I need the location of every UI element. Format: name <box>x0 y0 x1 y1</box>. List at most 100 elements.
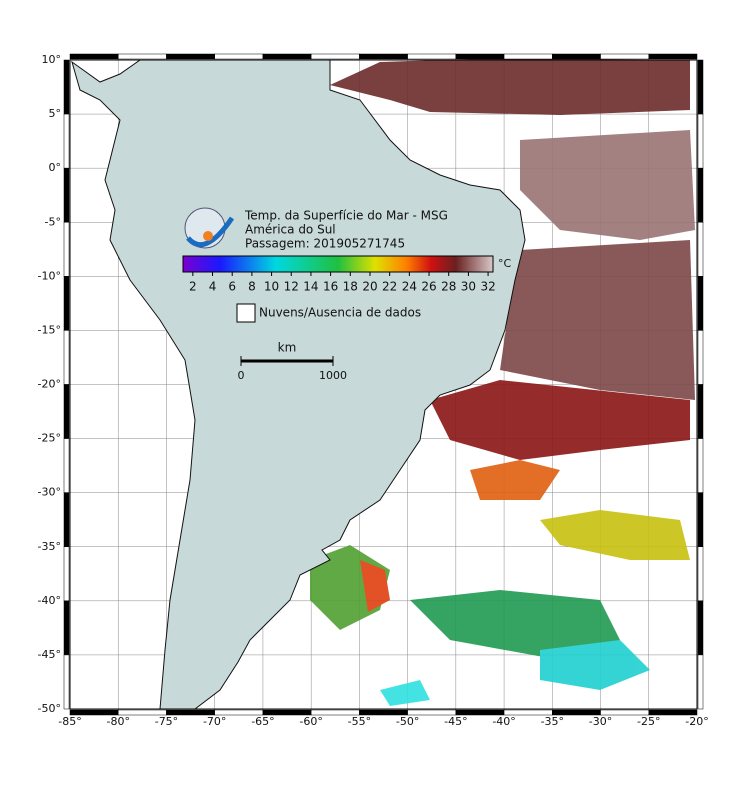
y-tick-label: -5° <box>45 215 61 228</box>
x-tick-label: -55° <box>348 715 371 728</box>
colorbar-tick-label: 18 <box>343 280 358 294</box>
legend-swatch <box>236 303 256 323</box>
colorbar-tick-label: 32 <box>480 280 495 294</box>
frame-segment <box>69 53 119 60</box>
x-tick-label: -45° <box>444 715 467 728</box>
y-tick-label: -50° <box>38 702 61 715</box>
frame-segment <box>63 276 70 331</box>
colorbar-tick-label: 8 <box>248 280 256 294</box>
sst-patches <box>310 58 695 706</box>
sst-patch <box>470 460 560 500</box>
inpe-logo <box>184 207 235 249</box>
frame-segment <box>600 53 650 60</box>
sst-patch <box>540 640 650 690</box>
frame-segment <box>63 59 70 115</box>
title: Temp. da Superfície do Mar - MSG <box>244 209 448 223</box>
frame-segment <box>63 654 70 710</box>
frame-segment <box>697 384 704 439</box>
x-tick-label: -60° <box>299 715 322 728</box>
colorbar-tick-label: 28 <box>441 280 456 294</box>
scale-bar: 0 1000 <box>238 356 347 382</box>
colorbar-tick-label: 4 <box>209 280 217 294</box>
colorbar-tick-label: 20 <box>362 280 377 294</box>
colorbar-tick-label: 2 <box>189 280 197 294</box>
frame-segment <box>63 546 70 602</box>
logo-arc <box>186 216 235 248</box>
frame-segment <box>697 546 704 602</box>
x-tick-label: -30° <box>589 715 612 728</box>
sst-patch <box>540 510 690 560</box>
y-tick-label: -30° <box>38 486 61 499</box>
x-tick-label: -80° <box>106 715 129 728</box>
colorbar-tick-label: 14 <box>303 280 318 294</box>
x-tick-label: -40° <box>492 715 515 728</box>
frame-segment <box>63 492 70 547</box>
pass: Passagem: 201905271745 <box>245 237 405 251</box>
region: América do Sul <box>245 223 336 237</box>
x-tick-label: -25° <box>637 715 660 728</box>
y-tick-label: 10° <box>42 53 62 66</box>
colorbar-tick-label: 10 <box>264 280 279 294</box>
frame-segment <box>166 53 215 60</box>
frame-segment <box>63 330 70 385</box>
frame-segment <box>697 438 704 493</box>
frame-segment <box>648 53 698 60</box>
frame-segment <box>503 53 553 60</box>
scale-tick-label: 0 <box>238 369 245 382</box>
frame-segment <box>552 53 601 60</box>
frame-segment <box>63 600 70 656</box>
frame-segment <box>697 113 704 169</box>
frame-segment <box>697 276 704 331</box>
x-tick-label: -85° <box>58 715 81 728</box>
y-tick-label: -15° <box>38 323 61 336</box>
x-tick-label: -20° <box>685 715 708 728</box>
sst-patch <box>500 240 695 400</box>
y-tick-label: 0° <box>49 161 62 174</box>
x-tick-label: -65° <box>251 715 274 728</box>
frame-segment <box>697 222 704 277</box>
frame-segment <box>455 53 505 60</box>
sst-patch <box>520 130 695 240</box>
frame-segment <box>63 113 70 169</box>
sst-patch <box>410 590 620 660</box>
frame-segment <box>359 53 408 60</box>
colorbar-tick-label: 6 <box>228 280 236 294</box>
legend-label: Nuvens/Ausencia de dados <box>259 306 421 320</box>
colorbar-tick-label: 12 <box>284 280 299 294</box>
colorbar-unit: °C <box>498 257 512 270</box>
colorbar-tick-label: 30 <box>461 280 476 294</box>
frame-segment <box>63 167 70 223</box>
frame-segment <box>697 492 704 547</box>
y-tick-label: 5° <box>49 107 62 120</box>
frame-segment <box>697 600 704 656</box>
y-tick-label: -20° <box>38 378 61 391</box>
colorbar-tick-label: 16 <box>323 280 338 294</box>
scale-unit: km <box>278 341 297 355</box>
colorbar-tick-label: 26 <box>421 280 436 294</box>
logo-sun <box>203 231 213 241</box>
frame-segment <box>697 654 704 710</box>
colorbar <box>182 255 494 273</box>
frame-segment <box>407 53 457 60</box>
frame-segment <box>697 330 704 385</box>
frame-segment <box>697 59 704 115</box>
colorbar-tick-label: 22 <box>382 280 397 294</box>
x-tick-label: -50° <box>396 715 419 728</box>
x-tick-label: -35° <box>541 715 564 728</box>
sst-patch <box>380 680 430 706</box>
south-america <box>71 59 526 710</box>
frame-segment <box>262 53 312 60</box>
y-tick-label: -35° <box>38 540 61 553</box>
frame-segment <box>117 53 167 60</box>
frame-segment <box>310 53 360 60</box>
y-tick-label: -10° <box>38 269 61 282</box>
frame-segment <box>63 384 70 439</box>
y-tick-label: -40° <box>38 594 61 607</box>
sst-patch <box>430 380 690 460</box>
map-frame <box>69 59 698 710</box>
frame-segment <box>63 438 70 493</box>
sst-patch <box>330 58 690 115</box>
y-tick-label: -25° <box>38 432 61 445</box>
